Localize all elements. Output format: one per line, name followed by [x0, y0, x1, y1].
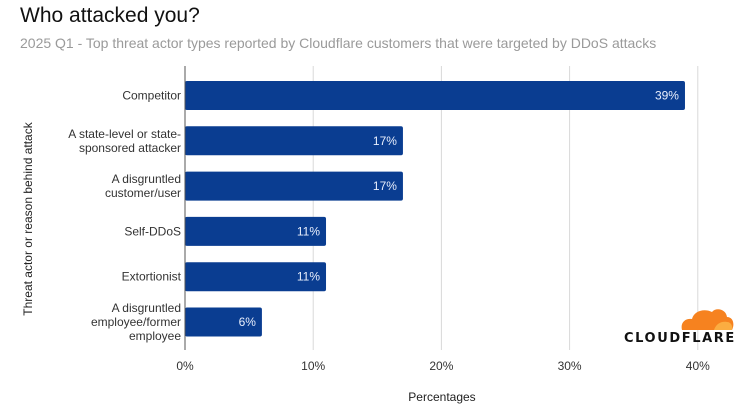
category-label: A state-level or state- [68, 127, 181, 141]
x-tick-label: 0% [176, 359, 194, 373]
bar [185, 262, 327, 292]
x-tick-label: 10% [301, 359, 325, 373]
bar [185, 81, 685, 110]
x-tick-label: 20% [429, 359, 453, 373]
data-label: 39% [655, 89, 679, 103]
x-tick-label: 30% [558, 359, 582, 373]
category-label: Self-DDoS [124, 224, 181, 238]
bar [185, 126, 403, 156]
bar [185, 307, 262, 337]
category-label: employee [129, 329, 181, 343]
x-axis-title: Percentages [408, 390, 475, 404]
category-label: employee/former [91, 315, 181, 329]
data-label: 11% [297, 224, 320, 238]
cloud-icon [681, 309, 734, 330]
category-label: Competitor [122, 89, 181, 103]
category-label: Extortionist [122, 270, 182, 284]
data-label: 6% [239, 315, 257, 329]
category-label: A disgruntled [112, 172, 181, 186]
data-label: 17% [373, 179, 397, 193]
y-axis-title: Threat actor or reason behind attack [21, 121, 35, 315]
chart-title: Who attacked you? [20, 4, 200, 27]
category-label: sponsored attacker [79, 141, 181, 155]
bar [185, 216, 327, 246]
data-label: 17% [373, 134, 397, 148]
x-tick-label: 40% [686, 359, 710, 373]
data-label: 11% [297, 270, 320, 284]
category-label: customer/user [105, 186, 181, 200]
category-label: A disgruntled [112, 301, 181, 315]
chart-subtitle: 2025 Q1 - Top threat actor types reporte… [20, 35, 657, 51]
cloudflare-logo-text: CLOUDFLARE [624, 331, 736, 346]
bar [185, 171, 403, 201]
